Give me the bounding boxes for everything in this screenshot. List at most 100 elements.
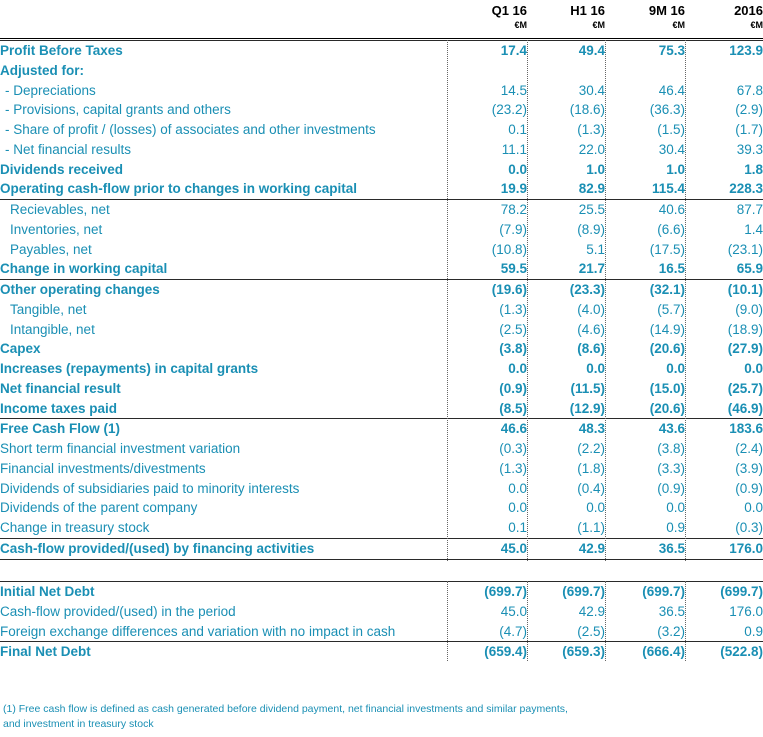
row-label: Cash-flow provided/(used) by financing a… xyxy=(0,540,315,556)
value-cell: 0.0 xyxy=(508,500,527,516)
table-row: Financial investments/divestments (1.3) (1… xyxy=(0,459,763,479)
value-cell: 59.5 xyxy=(500,261,527,277)
unit-label: €M xyxy=(672,20,685,30)
value-cell: 5.1 xyxy=(586,241,605,257)
value-cell: 14.5 xyxy=(500,82,527,98)
unit-label: €M xyxy=(750,20,763,30)
value-cell: (18.6) xyxy=(569,102,605,118)
table-row: Adjusted for: xyxy=(0,61,763,81)
table-row: Foreign exchange differences and variati… xyxy=(0,622,763,642)
value-cell: (3.8) xyxy=(499,341,527,357)
value-cell: 25.5 xyxy=(578,202,605,217)
header-divider xyxy=(0,38,763,39)
table-row: Payables, net (10.8) 5.1 (17.5) (23.1) xyxy=(0,240,763,260)
value-cell: (4.6) xyxy=(577,321,605,337)
value-cell: 115.4 xyxy=(651,181,685,197)
value-cell: (7.9) xyxy=(499,221,527,237)
value-cell: 46.6 xyxy=(500,421,527,437)
value-cell: (3.8) xyxy=(657,441,685,456)
value-cell: (15.0) xyxy=(649,380,685,396)
value-cell: 17.4 xyxy=(500,43,527,58)
value-cell: (1.7) xyxy=(735,122,763,137)
column-separator xyxy=(447,581,448,661)
net-debt-table: Initial Net Debt (699.7) (699.7) (699.7) (69… xyxy=(0,581,763,662)
value-cell: 0.1 xyxy=(508,122,527,137)
value-cell: (23.2) xyxy=(491,102,527,118)
column-separator xyxy=(527,581,528,661)
value-cell: 87.7 xyxy=(736,202,763,217)
row-label: Intangible, net xyxy=(10,321,95,337)
value-cell: 228.3 xyxy=(729,181,763,197)
column-2016: 2016 €M xyxy=(678,0,763,31)
value-cell: 36.5 xyxy=(658,540,685,556)
row-label: Recievables, net xyxy=(10,202,110,217)
value-cell: (659.3) xyxy=(562,644,605,660)
value-cell: (23.1) xyxy=(727,241,763,257)
table-row: Cash-flow provided/(used) by financing a… xyxy=(0,537,763,560)
value-cell: (0.9) xyxy=(499,380,527,396)
table-row: Final Net Debt (659.4) (659.3) (666.4) (522.… xyxy=(0,641,763,662)
value-cell: 0.0 xyxy=(586,500,605,516)
table-row: Initial Net Debt (699.7) (699.7) (699.7) (69… xyxy=(0,581,763,602)
period-label: Q1 16 xyxy=(491,3,527,18)
row-label: - Depreciations xyxy=(5,82,96,98)
value-cell: (699.7) xyxy=(642,584,685,599)
value-cell: 0.0 xyxy=(744,361,763,376)
value-cell: (20.6) xyxy=(649,341,685,357)
row-label: Operating cash-flow prior to changes in … xyxy=(0,181,358,197)
value-cell: (4.0) xyxy=(577,301,605,317)
period-label: 9M 16 xyxy=(648,3,685,18)
value-cell: (0.9) xyxy=(735,480,763,496)
value-cell: (1.3) xyxy=(577,122,605,137)
value-cell: (2.9) xyxy=(735,102,763,118)
table-row: Other operating changes (19.6) (23.3) (32.1… xyxy=(0,279,763,300)
value-cell: 42.9 xyxy=(578,603,605,619)
table-row: Intangible, net (2.5) (4.6) (14.9) (18.9) xyxy=(0,320,763,340)
table-row: Change in working capital 59.5 21.7 16.5 65.… xyxy=(0,259,763,279)
value-cell: (0.9) xyxy=(657,480,685,496)
table-row: Tangible, net (1.3) (4.0) (5.7) (9.0) xyxy=(0,300,763,320)
value-cell: 30.4 xyxy=(578,82,605,98)
value-cell: 22.0 xyxy=(578,141,605,157)
value-cell: 0.0 xyxy=(586,361,605,376)
value-cell: (1.3) xyxy=(499,460,527,476)
value-cell: (6.6) xyxy=(657,221,685,237)
value-cell: 1.8 xyxy=(744,161,763,177)
value-cell: 43.6 xyxy=(658,421,685,437)
row-label: - Provisions, capital grants and others xyxy=(5,102,231,118)
table-row: Cash-flow provided/(used) in the period 4… xyxy=(0,602,763,622)
row-label: Profit Before Taxes xyxy=(0,43,123,58)
value-cell: 40.6 xyxy=(658,202,685,217)
footnote-line-1: (1) Free cash flow is defined as cash ge… xyxy=(3,703,568,715)
row-label: Cash-flow provided/(used) in the period xyxy=(0,603,236,619)
table-row: Increases (repayments) in capital grants… xyxy=(0,359,763,379)
value-cell: (1.5) xyxy=(657,122,685,137)
value-cell: 65.9 xyxy=(736,261,763,277)
value-cell: 45.0 xyxy=(500,540,527,556)
row-label: Short term financial investment variatio… xyxy=(0,441,241,456)
value-cell: (10.8) xyxy=(491,241,527,257)
column-h1-16: H1 16 €M xyxy=(520,0,605,31)
value-cell: 183.6 xyxy=(729,421,763,437)
table-row: Free Cash Flow (1) 46.6 48.3 43.6 183.6 xyxy=(0,418,763,439)
table-row: Recievables, net 78.2 25.5 40.6 87.7 xyxy=(0,199,763,220)
value-cell: (14.9) xyxy=(649,321,685,337)
value-cell: (699.7) xyxy=(720,584,763,599)
value-cell: (1.1) xyxy=(577,520,605,535)
value-cell: 123.9 xyxy=(729,43,763,58)
value-cell: 19.9 xyxy=(500,181,527,197)
column-separator xyxy=(685,581,686,661)
column-9m-16: 9M 16 €M xyxy=(600,0,685,31)
row-label: Change in working capital xyxy=(0,261,168,277)
value-cell: (11.5) xyxy=(570,380,605,396)
table-row: Income taxes paid (8.5) (12.9) (20.6) (46.9) xyxy=(0,399,763,419)
row-label: Increases (repayments) in capital grants xyxy=(0,361,259,376)
value-cell: (8.6) xyxy=(577,341,605,357)
value-cell: (2.5) xyxy=(499,321,527,337)
value-cell: 11.1 xyxy=(501,141,527,157)
row-label: - Net financial results xyxy=(5,141,132,157)
table-row: - Depreciations 14.5 30.4 46.4 67.8 xyxy=(0,81,763,101)
value-cell: 16.5 xyxy=(658,261,685,277)
value-cell: (20.6) xyxy=(649,400,685,416)
value-cell: 67.8 xyxy=(736,82,763,98)
